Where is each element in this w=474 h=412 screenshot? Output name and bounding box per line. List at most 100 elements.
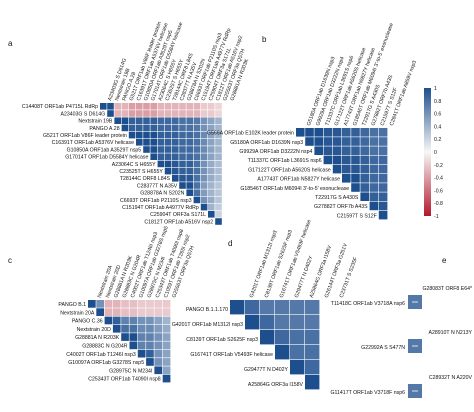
heatmap-cell <box>369 174 379 183</box>
heatmap-cell <box>305 345 320 360</box>
heatmap-cell <box>378 155 388 165</box>
row-label: Nextstrain 20A <box>60 310 95 316</box>
heatmap-cell <box>360 164 369 174</box>
heatmap-cell <box>121 124 129 132</box>
heatmap-cell <box>104 300 113 308</box>
pair-top-label: G28083T ORF8 E64* <box>422 286 472 292</box>
row-label: Nextstrain 20D <box>77 327 112 333</box>
row-label: G27882T ORF7b A43S <box>314 204 368 210</box>
heatmap-cell <box>154 341 163 350</box>
heatmap-cell <box>200 182 208 189</box>
heatmap-cell <box>162 316 171 325</box>
heatmap-cell <box>305 300 320 315</box>
heatmap-cell <box>128 117 136 124</box>
heatmap-cell <box>351 146 360 155</box>
row-label: Nextstrain 19B <box>78 119 113 125</box>
heatmap-cell <box>162 358 171 366</box>
heatmap-cell <box>260 330 275 345</box>
panel-label-c: c <box>8 256 12 265</box>
heatmap-cell <box>172 103 179 110</box>
heatmap-cell <box>157 139 165 146</box>
pair-top-label: A28910T N N213Y <box>429 330 473 336</box>
heatmap-cell <box>342 128 351 137</box>
heatmap-cell <box>378 128 388 137</box>
heatmap-cell <box>193 110 201 117</box>
heatmap-cell <box>369 192 379 201</box>
heatmap-cell <box>164 103 172 110</box>
heatmap-cell <box>193 146 201 153</box>
row-label: G10850A ORF1ab A3529T nsp5 <box>67 147 142 153</box>
column-label: G4201T ORF1ab M1312I nsp3 <box>249 230 279 299</box>
heatmap-cell <box>200 110 208 117</box>
heatmap-cell <box>305 375 320 390</box>
heatmap-cell <box>193 167 201 175</box>
heatmap-cell <box>369 155 379 165</box>
heatmap-cell <box>208 153 215 160</box>
heatmap-cell <box>162 341 171 350</box>
row-label: C25343T ORF1ab T4090I nsp8 <box>88 377 161 383</box>
heatmap-cell <box>193 182 201 189</box>
heatmap-cell <box>360 137 369 146</box>
heatmap-cell <box>104 308 113 316</box>
colorbar-tick-label: -0.8 <box>434 201 443 207</box>
heatmap-cell <box>162 333 171 341</box>
heatmap-cell <box>150 117 157 124</box>
heatmap-cell <box>157 160 165 168</box>
heatmap-cell <box>121 103 129 110</box>
heatmap-cell <box>186 117 193 124</box>
heatmap-cell <box>157 131 165 139</box>
heatmap-cell <box>360 192 369 201</box>
heatmap-cell <box>146 300 154 308</box>
panel-label-b: b <box>262 35 267 44</box>
heatmap-cell <box>323 146 333 155</box>
heatmap-cell <box>260 315 275 330</box>
heatmap-cell <box>314 128 323 137</box>
pair-bottom-label: T11418C ORF1ab V3718A nsp6 <box>331 301 405 307</box>
heatmap-cell <box>179 103 186 110</box>
heatmap-cell <box>129 324 138 333</box>
heatmap-cell <box>193 175 201 182</box>
heatmap-cell <box>157 117 165 124</box>
heatmap-cell <box>157 146 165 153</box>
heatmap-cell <box>342 155 351 165</box>
heatmap-cell <box>143 146 150 153</box>
heatmap-cell <box>305 360 320 375</box>
heatmap-cell <box>351 137 360 146</box>
heatmap-cell <box>314 137 323 146</box>
row-label: G28883C N G204R <box>82 343 128 349</box>
heatmap-cell <box>143 110 150 117</box>
heatmap-cell <box>150 146 157 153</box>
panel-label-e: e <box>442 256 447 265</box>
row-label: G4201T ORF1ab M1312I nsp3 <box>172 322 243 328</box>
heatmap-cell <box>215 196 222 204</box>
heatmap-cell <box>121 300 129 308</box>
heatmap-cell <box>351 164 360 174</box>
heatmap-cell <box>290 300 305 315</box>
heatmap-cell <box>150 153 157 160</box>
heatmap-cell <box>162 349 171 358</box>
heatmap-cell <box>369 146 379 155</box>
heatmap-cell <box>146 358 154 366</box>
heatmap-cell <box>154 308 163 316</box>
heatmap-cell <box>136 117 143 124</box>
heatmap-cell <box>143 124 150 132</box>
heatmap-cell <box>164 110 172 117</box>
heatmap-cell <box>215 110 222 117</box>
heatmap-cell <box>157 124 165 132</box>
heatmap-cell <box>104 316 113 325</box>
heatmap-cell <box>112 308 121 316</box>
heatmap-cell <box>323 137 333 146</box>
heatmap-cell <box>136 110 143 117</box>
colorbar-tick-label: -0.4 <box>434 176 443 182</box>
heatmap-cell <box>290 315 305 330</box>
heatmap-cell <box>332 128 342 137</box>
heatmap-cell <box>136 103 143 110</box>
heatmap-cell <box>162 366 171 375</box>
heatmap-cell <box>208 167 215 175</box>
heatmap-cell <box>208 146 215 153</box>
heatmap-cell <box>369 128 379 137</box>
heatmap-cell <box>200 131 208 139</box>
row-label: PANGO B.1 <box>58 302 86 308</box>
heatmap-cell <box>128 124 136 132</box>
